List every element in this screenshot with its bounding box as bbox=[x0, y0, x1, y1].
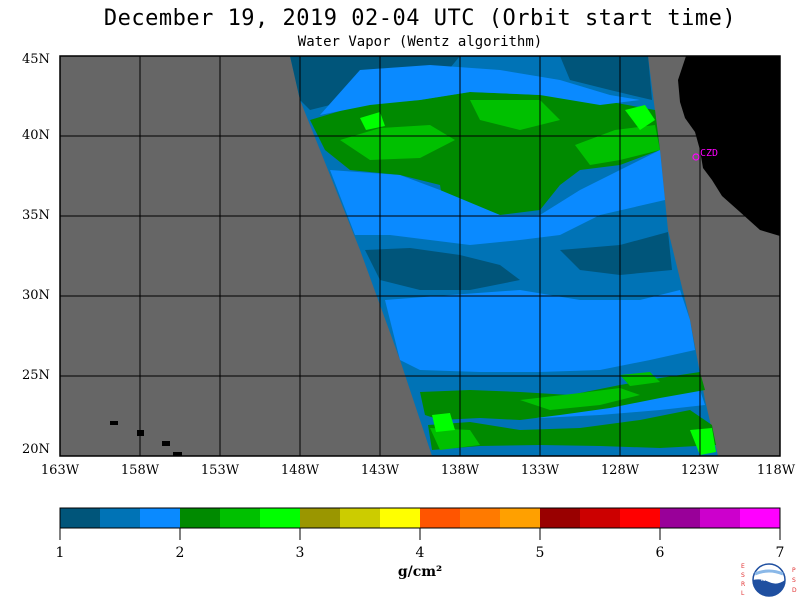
colorbar-label-5: 5 bbox=[535, 545, 545, 561]
colorbar-swatch bbox=[540, 508, 581, 528]
lat-label-20n: 20N bbox=[22, 442, 50, 457]
lon-label-138w: 138W bbox=[440, 463, 480, 478]
colorbar-label-4: 4 bbox=[415, 545, 425, 561]
colorbar-swatch bbox=[380, 508, 421, 528]
lat-label-30n: 30N bbox=[22, 288, 50, 303]
colorbar-swatch bbox=[580, 508, 621, 528]
colorbar-swatch bbox=[700, 508, 741, 528]
noaa-logo: NOAA E S R L P S D bbox=[741, 563, 797, 597]
station-marker bbox=[692, 153, 700, 161]
lon-label-153w: 153W bbox=[200, 463, 240, 478]
colorbar-swatch bbox=[500, 508, 541, 528]
colorbar-swatch bbox=[60, 508, 101, 528]
lon-label-123w: 123W bbox=[680, 463, 720, 478]
colorbar-swatch bbox=[460, 508, 501, 528]
colorbar-swatch bbox=[100, 508, 141, 528]
map-subtitle: Water Vapor (Wentz algorithm) bbox=[297, 34, 543, 50]
colorbar-swatch bbox=[260, 508, 301, 528]
logo-letter-r: R bbox=[741, 581, 745, 588]
colorbar-swatch bbox=[740, 508, 781, 528]
station-label: CZD bbox=[700, 148, 718, 159]
colorbar-ticks bbox=[59, 528, 781, 540]
colorbar-label-1: 1 bbox=[55, 545, 65, 561]
lat-label-45n: 45N bbox=[22, 52, 50, 67]
colorbar-label-7: 7 bbox=[775, 545, 785, 561]
lon-label-143w: 143W bbox=[360, 463, 400, 478]
map-frame bbox=[59, 55, 781, 457]
logo-center-text: NOAA bbox=[761, 577, 777, 583]
colorbar-label-3: 3 bbox=[295, 545, 305, 561]
lat-label-40n: 40N bbox=[22, 128, 50, 143]
colorbar-swatch bbox=[420, 508, 461, 528]
colorbar-swatch bbox=[180, 508, 221, 528]
lon-label-163w: 163W bbox=[40, 463, 80, 478]
logo-letter-l: L bbox=[741, 590, 745, 597]
colorbar-swatch bbox=[220, 508, 261, 528]
logo-letter-s: S bbox=[741, 572, 745, 579]
green-band-north bbox=[310, 92, 660, 215]
lon-label-118w: 118W bbox=[756, 463, 796, 478]
lon-label-158w: 158W bbox=[120, 463, 160, 478]
colorbar-swatch bbox=[620, 508, 661, 528]
map-title: December 19, 2019 02-04 UTC (Orbit start… bbox=[103, 6, 737, 31]
colorbar-swatch bbox=[660, 508, 701, 528]
colorbar-swatch bbox=[300, 508, 341, 528]
lon-label-148w: 148W bbox=[280, 463, 320, 478]
lon-label-128w: 128W bbox=[600, 463, 640, 478]
island-1 bbox=[110, 421, 118, 425]
lat-label-35n: 35N bbox=[22, 208, 50, 223]
grid-lines bbox=[60, 56, 780, 456]
island-3 bbox=[162, 441, 170, 446]
logo-letter-p: P bbox=[792, 567, 796, 574]
island-4 bbox=[173, 452, 182, 456]
logo-letter-s2: S bbox=[792, 577, 796, 584]
colorbar-units: g/cm² bbox=[397, 564, 443, 580]
land-california bbox=[678, 56, 780, 236]
colorbar-label-6: 6 bbox=[655, 545, 665, 561]
logo-letter-d: D bbox=[792, 587, 797, 594]
colorbar-swatch bbox=[140, 508, 181, 528]
colorbar-label-2: 2 bbox=[175, 545, 185, 561]
lat-label-25n: 25N bbox=[22, 368, 50, 383]
colorbar-swatch bbox=[340, 508, 381, 528]
logo-letter-e: E bbox=[741, 563, 745, 570]
lon-label-133w: 133W bbox=[520, 463, 560, 478]
